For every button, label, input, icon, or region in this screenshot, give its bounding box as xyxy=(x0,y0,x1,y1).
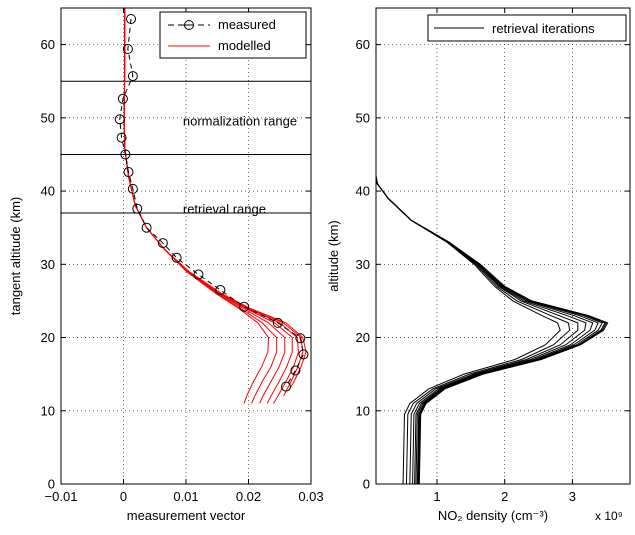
y-tick-label: 0 xyxy=(48,477,55,492)
y-tick-label: 30 xyxy=(356,257,370,272)
right-axes-frame xyxy=(375,7,631,485)
right-grid xyxy=(376,8,630,485)
measured-point xyxy=(120,149,131,160)
measured-point xyxy=(116,132,127,143)
y-tick-label: 40 xyxy=(41,184,55,199)
left-axes-frame xyxy=(60,7,312,485)
measured-point xyxy=(126,13,136,24)
measured-point xyxy=(215,284,226,295)
y-tick-label: 10 xyxy=(356,403,370,418)
right-legend: retrieval iterations xyxy=(427,14,627,42)
y-tick-label: 60 xyxy=(41,37,55,52)
y-tick-label: 0 xyxy=(363,477,370,492)
y-tick-label: 20 xyxy=(356,330,370,345)
legend-iterations-label: retrieval iterations xyxy=(492,21,595,36)
iteration-line xyxy=(375,176,609,485)
measured-point xyxy=(272,317,283,328)
measured-point xyxy=(117,93,128,104)
annotation-retrieval-range: retrieval range xyxy=(183,201,266,216)
left-measured-series xyxy=(114,13,309,392)
measured-point xyxy=(239,301,250,312)
y-tick-label: 10 xyxy=(41,403,55,418)
y-tick-label: 50 xyxy=(356,110,370,125)
x-tick-label: 0.01 xyxy=(173,489,198,504)
measured-point xyxy=(157,238,168,249)
measured-point xyxy=(127,71,138,82)
x-tick-label: −0.01 xyxy=(45,489,78,504)
measured-point xyxy=(298,349,309,360)
y-tick-label: 40 xyxy=(356,184,370,199)
legend-measured-label: measured xyxy=(218,17,276,32)
annotation-normalization-range: normalization range xyxy=(183,114,297,129)
left-legend-box xyxy=(159,11,307,59)
left-range-boundaries xyxy=(61,80,311,214)
measured-point xyxy=(123,167,134,178)
x-tick-label: 0 xyxy=(120,489,127,504)
legend-measured-marker xyxy=(184,20,194,30)
y-tick-label: 60 xyxy=(356,37,370,52)
y-tick-label: 20 xyxy=(41,330,55,345)
left-modelled-curves xyxy=(123,8,307,404)
right-y-axis-label: altitude (km) xyxy=(326,220,341,292)
right-x-axis-multiplier: x 10⁹ xyxy=(595,509,623,523)
right-retrieval-iteration-curves xyxy=(375,176,609,485)
left-x-tick-labels: −0.01 0 0.01 0.02 0.03 xyxy=(45,489,324,504)
x-tick-label: 3 xyxy=(569,489,576,504)
y-tick-label: 30 xyxy=(41,257,55,272)
measured-point xyxy=(132,203,143,214)
left-y-axis-label: tangent altitude (km) xyxy=(8,197,23,316)
y-tick-label: 50 xyxy=(41,110,55,125)
x-tick-label: 2 xyxy=(501,489,508,504)
x-tick-label: 1 xyxy=(433,489,440,504)
measured-point xyxy=(114,114,125,125)
right-y-tick-labels: 0 10 20 30 40 50 60 xyxy=(356,37,370,491)
measured-point xyxy=(295,333,306,344)
measured-point xyxy=(193,269,204,280)
x-tick-label: 0.02 xyxy=(236,489,261,504)
measured-point xyxy=(122,44,133,55)
legend-modelled-label: modelled xyxy=(218,38,271,53)
x-tick-label: 0.03 xyxy=(298,489,323,504)
measured-point xyxy=(127,183,138,194)
right-x-tick-labels: 1 2 3 xyxy=(433,489,576,504)
left-y-tick-labels: 0 10 20 30 40 50 60 xyxy=(41,37,55,491)
right-x-axis-label: NO₂ density (cm⁻³) xyxy=(438,508,548,523)
left-x-axis-label: measurement vector xyxy=(127,508,246,523)
measured-line xyxy=(119,18,305,387)
left-legend: measured modelled xyxy=(159,11,307,59)
measured-point xyxy=(281,381,291,392)
measured-point xyxy=(290,365,301,376)
measured-point xyxy=(141,222,152,233)
modelled-line xyxy=(123,8,307,390)
right-chart-no2-density: 1 2 3 0 10 20 30 40 50 60 NO₂ density (cm⁻³) x 1… xyxy=(326,7,631,523)
measured-point xyxy=(171,252,182,263)
